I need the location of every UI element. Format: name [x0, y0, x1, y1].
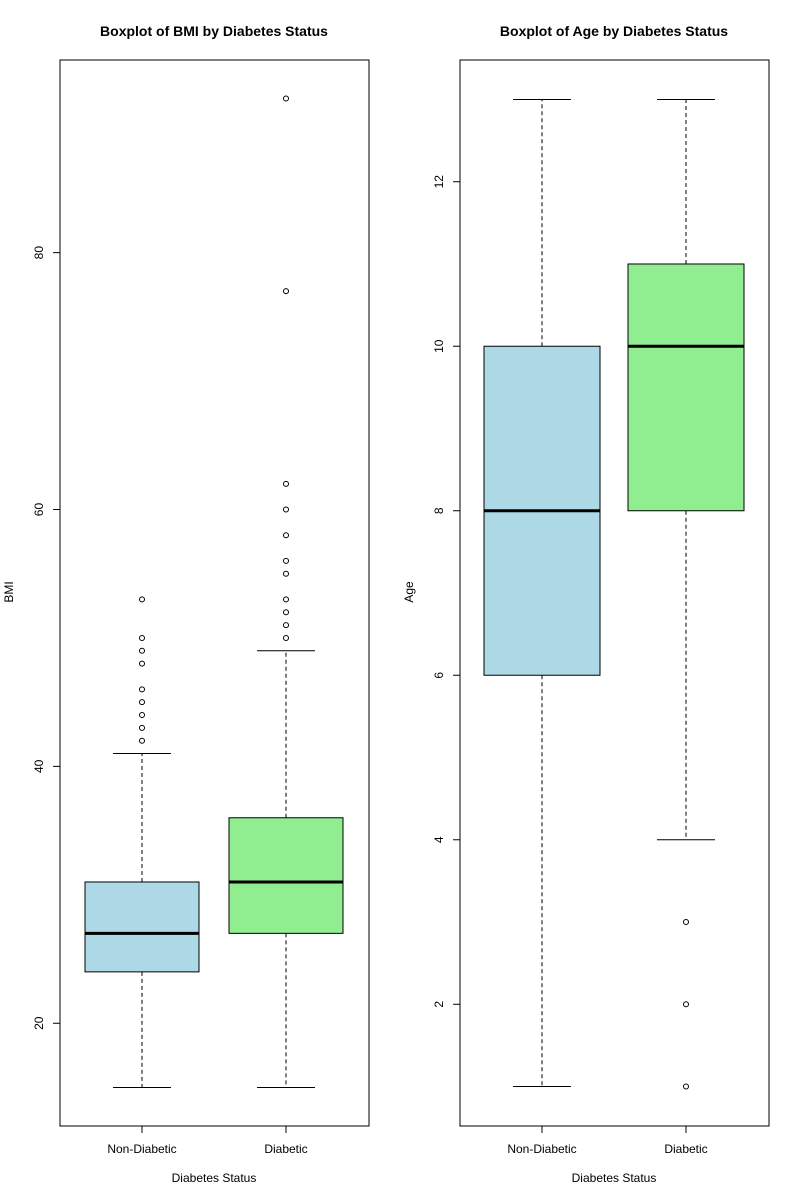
outlier-point — [683, 1001, 689, 1008]
x-axis-label: Diabetes Status — [572, 1171, 657, 1185]
age-boxplot-panel: Boxplot of Age by Diabetes Status Diabet… — [402, 23, 770, 1185]
outlier-point — [139, 634, 145, 641]
outlier-point — [283, 622, 289, 629]
y-tick-label: 40 — [32, 759, 46, 773]
outlier-point — [139, 712, 145, 719]
y-tick-label: 20 — [32, 1016, 46, 1030]
outlier-point — [283, 532, 289, 539]
outlier-point — [283, 634, 289, 641]
y-tick-label: 2 — [432, 1001, 446, 1008]
y-tick-label: 8 — [432, 507, 446, 514]
y-axis-label: BMI — [2, 581, 16, 602]
outlier-point — [283, 288, 289, 295]
x-tick-label: Diabetic — [664, 1142, 707, 1156]
y-tick-label: 60 — [32, 503, 46, 517]
outlier-point — [283, 596, 289, 603]
plot-frame — [59, 59, 370, 1127]
y-tick-label: 12 — [432, 175, 446, 189]
y-tick-label: 80 — [32, 246, 46, 260]
y-tick-label: 10 — [432, 339, 446, 353]
outlier-point — [283, 480, 289, 487]
x-axis-label: Diabetes Status — [172, 1171, 257, 1185]
outlier-point — [139, 686, 145, 693]
outlier-point — [139, 724, 145, 731]
outlier-point — [283, 557, 289, 564]
chart-title: Boxplot of BMI by Diabetes Status — [100, 23, 328, 39]
chart-title: Boxplot of Age by Diabetes Status — [500, 23, 728, 39]
y-tick-label: 4 — [432, 836, 446, 843]
plot-frame — [459, 59, 770, 1127]
outlier-point — [139, 699, 145, 706]
iqr-box — [228, 817, 344, 934]
outlier-point — [139, 647, 145, 654]
outlier-point — [683, 919, 689, 926]
x-tick-label: Non-Diabetic — [507, 1142, 576, 1156]
outlier-point — [283, 506, 289, 513]
outlier-point — [139, 737, 145, 744]
outlier-point — [139, 660, 145, 667]
x-tick-label: Diabetic — [264, 1142, 307, 1156]
y-axis-label: Age — [402, 581, 416, 603]
iqr-box — [84, 881, 200, 973]
bmi-boxplot-panel: Boxplot of BMI by Diabetes Status Diabet… — [2, 23, 370, 1185]
outlier-point — [139, 596, 145, 603]
outlier-point — [683, 1083, 689, 1090]
outlier-point — [283, 609, 289, 616]
iqr-box — [627, 263, 745, 512]
outlier-point — [283, 95, 289, 102]
x-tick-label: Non-Diabetic — [107, 1142, 176, 1156]
outlier-point — [283, 570, 289, 577]
y-tick-label: 6 — [432, 672, 446, 679]
